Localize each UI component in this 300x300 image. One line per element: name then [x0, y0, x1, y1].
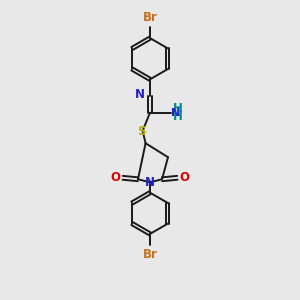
Text: H: H	[173, 110, 182, 123]
Text: N: N	[171, 108, 181, 118]
Text: O: O	[180, 171, 190, 184]
Text: N: N	[135, 88, 145, 101]
Text: H: H	[173, 102, 182, 115]
Text: O: O	[110, 171, 120, 184]
Text: Br: Br	[142, 248, 158, 261]
Text: S: S	[137, 125, 146, 138]
Text: N: N	[145, 176, 155, 189]
Text: Br: Br	[142, 11, 158, 24]
